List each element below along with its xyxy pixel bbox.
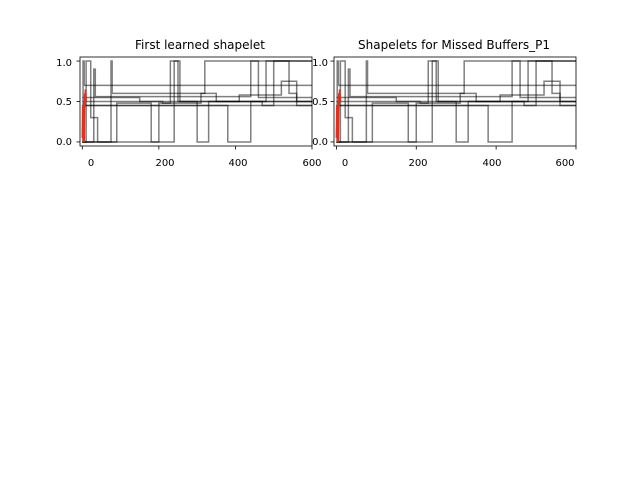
shapelet-series-line-chart-1: [81, 89, 87, 142]
time-series-line-7-chart-1: [82, 60, 312, 107]
x-tick-label-1-3: 600: [302, 158, 321, 169]
plot-area-1: [81, 60, 312, 143]
time-series-line-4-chart-2: [336, 60, 576, 143]
x-tick-label-2-2: 400: [482, 158, 501, 169]
time-series-line-9-chart-1: [82, 92, 312, 104]
x-tick-label-2-0: 0: [342, 158, 348, 169]
time-series-line-4-chart-1: [82, 60, 312, 143]
time-series-line-8-chart-2: [336, 80, 576, 103]
subplot-missed-buffers: Shapelets for Missed Buffers_P1 0 200 40…: [312, 38, 577, 169]
tick-marks-1: [76, 60, 313, 150]
time-series-line-8-chart-1: [82, 80, 312, 103]
chart-title-1: First learned shapelet: [135, 38, 265, 52]
y-tick-label-2-1: 0.5: [312, 97, 328, 108]
x-tick-label-2-1: 200: [408, 158, 427, 169]
time-series-line-7-chart-2: [336, 60, 576, 107]
y-tick-label-2-0: 0.0: [312, 137, 328, 148]
x-tick-label-1-0: 0: [88, 158, 94, 169]
subplot-first-learned-shapelet: First learned shapelet 0 200 400 600 0.0…: [56, 38, 321, 169]
shapelet-series-line-chart-2: [335, 89, 342, 142]
tick-marks-2: [330, 60, 577, 150]
x-tick-label-1-2: 400: [228, 158, 247, 169]
y-tick-label-2-2: 1.0: [312, 58, 328, 69]
x-tick-label-2-3: 600: [555, 158, 574, 169]
y-tick-label-1-1: 0.5: [56, 97, 72, 108]
y-tick-label-1-2: 1.0: [56, 58, 72, 69]
time-series-line-9-chart-2: [336, 92, 576, 104]
y-tick-label-1-0: 0.0: [56, 137, 72, 148]
plot-area-2: [335, 60, 576, 143]
chart-title-2: Shapelets for Missed Buffers_P1: [358, 38, 550, 52]
x-tick-label-1-1: 200: [155, 158, 174, 169]
